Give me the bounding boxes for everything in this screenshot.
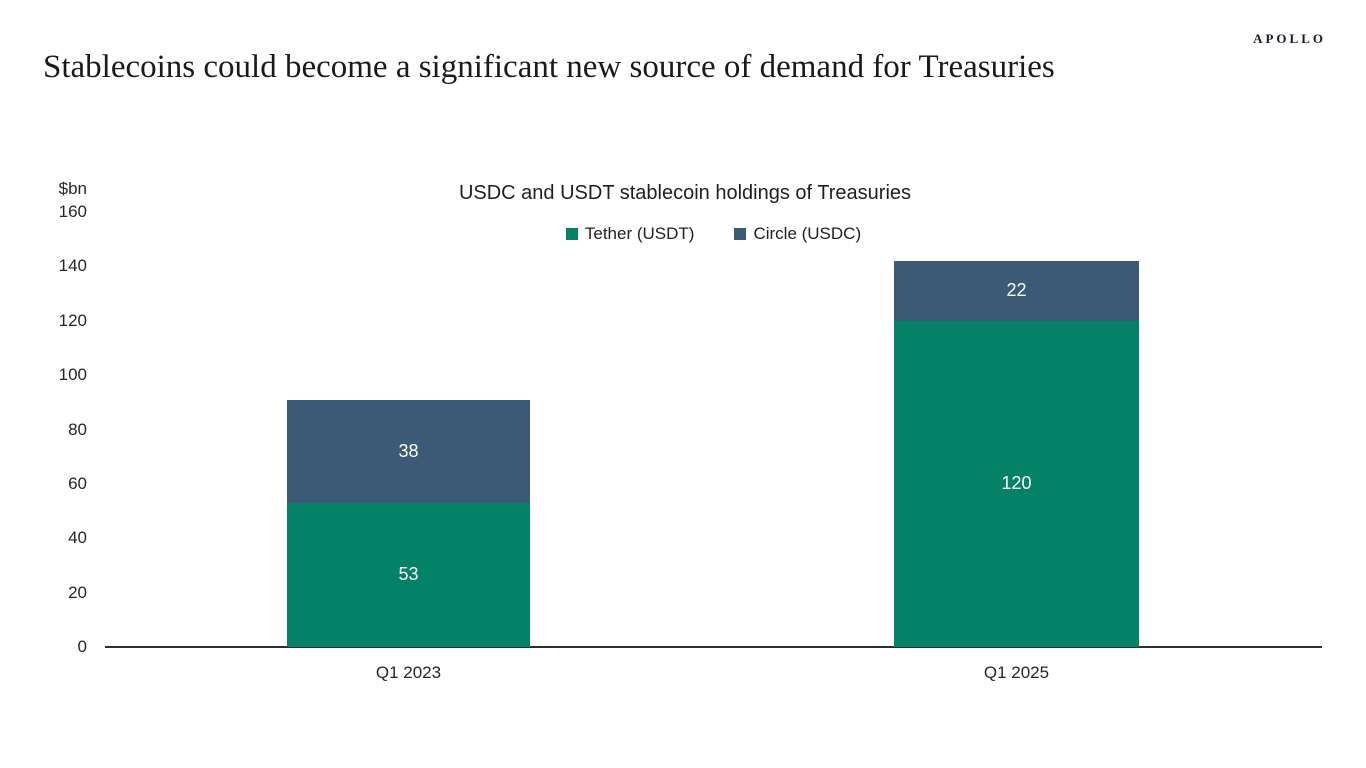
bar-segment-tether-usdt-q1-2023: 53 — [287, 502, 530, 647]
chart-title: USDC and USDT stablecoin holdings of Tre… — [458, 182, 912, 204]
y-tick-label: 120 — [58, 310, 87, 330]
legend-marker-tether-usdt-icon — [565, 228, 578, 240]
y-tick-label: 20 — [68, 582, 87, 602]
bar-segment-tether-usdt-q1-2025: 120 — [894, 320, 1139, 647]
legend-label: Circle (USDC) — [753, 224, 862, 243]
y-tick-label: 100 — [58, 365, 87, 385]
y-tick-label: 140 — [58, 256, 87, 276]
apollo-logo: APOLLO — [1253, 31, 1326, 46]
bar-value-label: 120 — [1001, 473, 1032, 494]
x-axis-line — [105, 646, 1322, 648]
legend-label: Tether (USDT) — [584, 224, 695, 243]
y-tick-label: 160 — [58, 202, 87, 221]
bar-segment-circle-usdc-q1-2023: 38 — [287, 399, 530, 503]
x-axis-label-q1-2023: Q1 2023 — [375, 663, 442, 682]
bar-segment-circle-usdc-q1-2025: 22 — [894, 260, 1139, 321]
legend-item-tether-usdt: Tether (USDT) — [565, 224, 695, 244]
y-tick-label: 80 — [68, 419, 87, 439]
legend-marker-circle-usdc-icon — [734, 228, 747, 240]
bar-value-label: 53 — [398, 564, 419, 585]
y-tick-label: 40 — [68, 528, 87, 548]
y-tick-label: 0 — [77, 637, 87, 656]
bar-value-label: 22 — [1006, 280, 1027, 301]
x-axis-label-q1-2025: Q1 2025 — [983, 663, 1050, 682]
legend-item-circle-usdc: Circle (USDC) — [734, 224, 861, 244]
y-axis-unit-label: $bn — [58, 179, 87, 198]
chart-legend: Tether (USDT) Circle (USDC) — [105, 224, 1322, 244]
bar-value-label: 38 — [398, 440, 419, 461]
y-tick-label: 60 — [68, 473, 87, 493]
page-title: Stablecoins could become a significant n… — [43, 49, 1055, 85]
